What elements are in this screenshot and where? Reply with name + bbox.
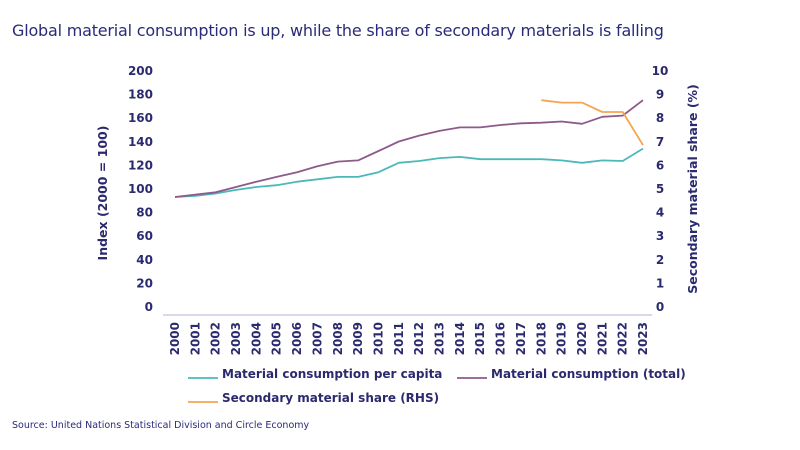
right-y-tick-label: 8 — [656, 111, 664, 125]
legend-label: Secondary material share (RHS) — [222, 391, 439, 405]
source-note: Source: United Nations Statistical Divis… — [12, 420, 310, 431]
series-lines — [174, 99, 644, 198]
x-tick-label: 2006 — [290, 322, 304, 355]
x-tick-label: 2009 — [351, 322, 365, 355]
right-y-tick-label: 7 — [656, 135, 664, 149]
x-tick-label: 2016 — [494, 322, 508, 355]
series-line-1 — [174, 99, 644, 198]
legend-label: Material consumption (total) — [491, 367, 686, 381]
left-y-tick-label: 80 — [136, 206, 153, 220]
left-y-tick-label: 160 — [128, 111, 153, 125]
x-tick-label: 2001 — [188, 322, 202, 355]
x-tick-label: 2014 — [453, 322, 467, 355]
left-y-tick-label: 60 — [136, 229, 153, 243]
legend-label: Material consumption per capita — [222, 367, 442, 381]
x-tick-label: 2012 — [412, 322, 426, 355]
left-y-axis-ticks: 0 20 40 60 80 100 120 140 160 180 200 — [128, 64, 153, 314]
x-tick-label: 2021 — [595, 322, 609, 355]
x-tick-label: 2013 — [433, 322, 447, 355]
x-tick-label: 2022 — [616, 322, 630, 355]
right-y-tick-label: 2 — [656, 253, 664, 267]
x-tick-label: 2018 — [534, 322, 548, 355]
right-y-tick-label: 10 — [652, 64, 669, 78]
x-tick-label: 2008 — [331, 322, 345, 355]
right-y-tick-label: 1 — [656, 276, 664, 290]
x-tick-label: 2004 — [249, 322, 263, 355]
x-tick-label: 2015 — [473, 322, 487, 355]
right-y-tick-label: 0 — [656, 300, 664, 314]
left-y-tick-label: 20 — [136, 276, 153, 290]
right-y-tick-label: 3 — [656, 229, 664, 243]
x-tick-label: 2023 — [636, 322, 650, 355]
x-tick-label: 2011 — [392, 322, 406, 355]
left-y-axis-title: Index (2000 = 100) — [95, 126, 110, 261]
right-y-tick-label: 5 — [656, 182, 664, 196]
right-y-tick-label: 4 — [656, 206, 664, 220]
x-tick-label: 2019 — [555, 322, 569, 355]
left-y-tick-label: 120 — [128, 158, 153, 172]
x-tick-label: 2002 — [209, 322, 223, 355]
legend: Material consumption per capita Material … — [188, 367, 686, 405]
left-y-tick-label: 40 — [136, 253, 153, 267]
left-y-tick-label: 140 — [128, 135, 153, 149]
x-tick-label: 2003 — [229, 322, 243, 355]
x-tick-label: 2000 — [168, 322, 182, 355]
x-tick-label: 2005 — [270, 322, 284, 355]
x-tick-label: 2007 — [310, 322, 324, 355]
series-line-0 — [174, 147, 644, 198]
left-y-tick-label: 200 — [128, 64, 153, 78]
left-y-tick-label: 100 — [128, 182, 153, 196]
right-y-axis-title: Secondary material share (%) — [685, 84, 700, 294]
x-tick-label: 2020 — [575, 322, 589, 355]
x-tick-label: 2017 — [514, 322, 528, 355]
left-y-tick-label: 180 — [128, 88, 153, 102]
x-axis-ticks: 2000 2001 2002 2003 2004 2005 2006 2007 2008 2009… — [168, 322, 650, 355]
series-line-2 — [541, 99, 644, 146]
right-y-tick-label: 6 — [656, 158, 664, 172]
right-y-tick-label: 9 — [656, 88, 664, 102]
right-y-axis-ticks: 0 1 2 3 4 5 6 7 8 9 10 — [652, 64, 669, 314]
left-y-tick-label: 0 — [145, 300, 153, 314]
chart-title: Global material consumption is up, while… — [12, 21, 664, 40]
x-tick-label: 2010 — [371, 322, 385, 355]
